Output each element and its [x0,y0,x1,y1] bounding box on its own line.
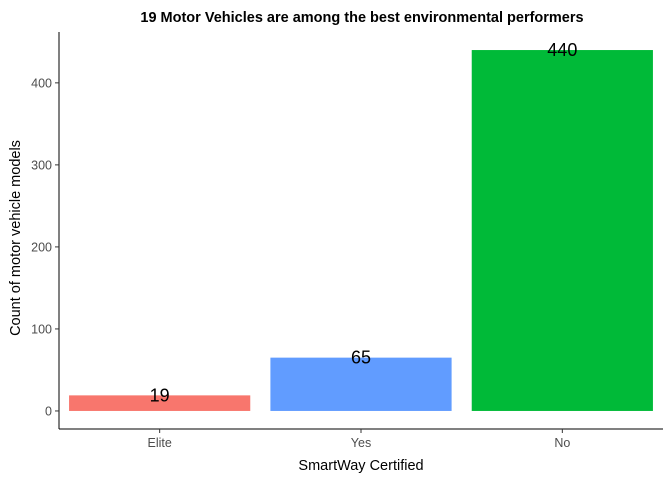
y-tick-label-0: 0 [45,404,52,418]
bars-layer [69,50,653,411]
x-tick-label-elite: Elite [148,436,172,450]
bar-yes [270,357,452,411]
data-labels-layer: 19 65 440 [150,40,578,405]
y-tick-label-300: 300 [31,158,52,172]
y-tick-label-400: 400 [31,76,52,90]
y-tick-label-100: 100 [31,322,52,336]
data-label-no: 440 [547,40,577,60]
x-axis: Elite Yes No [59,428,663,450]
x-tick-label-no: No [554,436,570,450]
x-axis-title: SmartWay Certified [298,458,423,474]
chart-title: 19 Motor Vehicles are among the best env… [140,10,583,26]
bar-elite [69,395,251,411]
y-tick-label-200: 200 [31,240,52,254]
y-axis: 0 100 200 300 400 [31,32,60,429]
x-tick-label-yes: Yes [351,436,371,450]
y-axis-title: Count of motor vehicle models [8,140,24,336]
data-label-elite: 19 [150,385,170,405]
data-label-yes: 65 [351,348,371,368]
bar-no [471,50,653,411]
